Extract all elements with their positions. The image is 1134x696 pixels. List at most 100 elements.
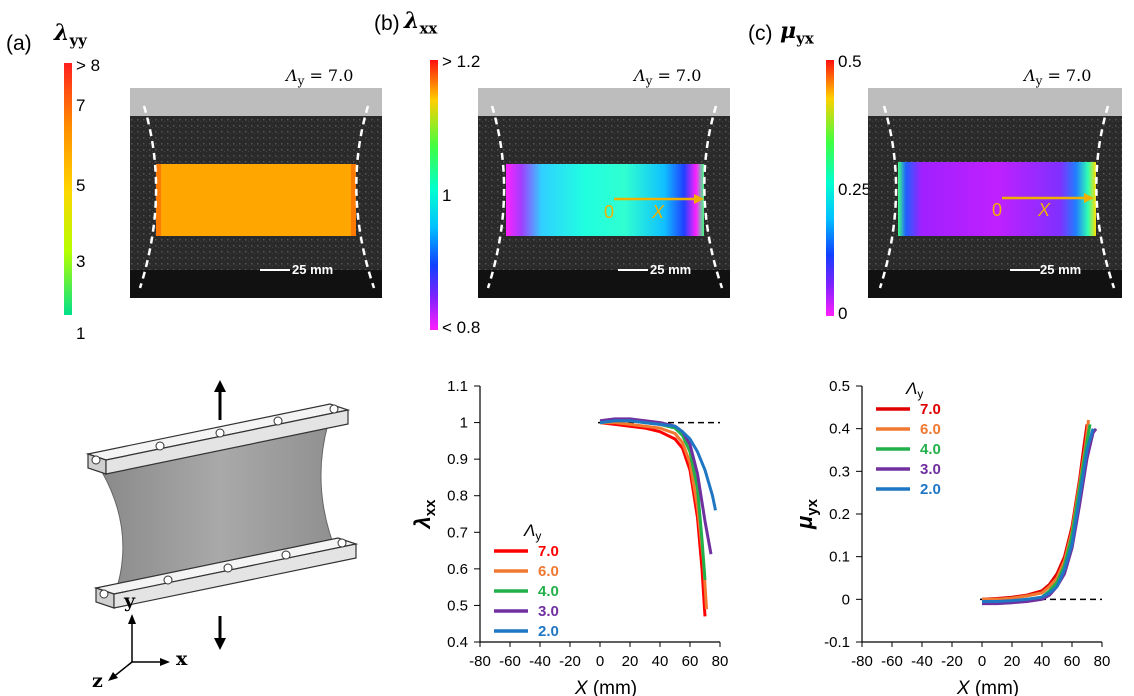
mu-yx-chart: -0.1 0 0.1 0.2 0.3 0.4 0.5 -80 -60 -40 -20 0 20 40 60 8… xyxy=(792,378,1111,696)
lambda-legend-label-6.0: 6.0 xyxy=(538,563,559,580)
panel-c-tick-1: 0.25 xyxy=(838,180,872,199)
lambda-ytick-label: 1.1 xyxy=(447,378,468,395)
schematic-axis-x: x xyxy=(176,648,188,670)
mu-xtick-label: 20 xyxy=(1004,653,1021,670)
mu-legend-label-6.0: 6.0 xyxy=(920,421,941,438)
panel-a-tick-3: 3 xyxy=(76,252,86,271)
panel-c-x-arrowhead xyxy=(1084,193,1094,203)
panel-a-tick-1: 7 xyxy=(76,96,86,115)
panel-a-colorbar xyxy=(64,63,72,315)
mu-ytick-label: 0.1 xyxy=(829,549,850,566)
lambda-legend-label-4.0: 4.0 xyxy=(538,583,559,600)
specimen-schematic xyxy=(85,380,359,681)
mu-legend-label-3.0: 3.0 xyxy=(920,461,941,478)
lambda-series-2.0 xyxy=(599,419,717,511)
panel-b-bottom-clamp xyxy=(478,270,730,298)
panel-b-tick-0: > 1.2 xyxy=(442,52,481,71)
lambda-ytick-label: 0.8 xyxy=(447,488,468,505)
schematic-top-clamp xyxy=(105,409,349,475)
panel-b-origin: 0 xyxy=(604,202,615,222)
panel-a-specimen-photo xyxy=(130,88,382,298)
panel-c-top-clamp xyxy=(868,88,1122,116)
mu-ytick-label: 0.2 xyxy=(829,506,850,523)
panel-c-tick-2: 0 xyxy=(838,304,848,323)
lambda-xtick-label: 80 xyxy=(712,653,729,670)
panel-b-specimen-photo xyxy=(478,88,730,298)
mu-legend-title: Λy xyxy=(905,379,923,401)
lambda-xtick-label: 40 xyxy=(652,653,669,670)
panel-c-tick-0: 0.5 xyxy=(838,52,862,71)
panel-c-colorbar xyxy=(826,60,834,316)
mu-legend-label-2.0: 2.0 xyxy=(920,481,941,498)
panel-a-strain-field xyxy=(156,164,356,236)
lambda-legend-label-2.0: 2.0 xyxy=(538,623,559,640)
panel-c-label: (c) xyxy=(748,22,773,45)
mu-xtick-label: 40 xyxy=(1034,653,1051,670)
panel-b-x-label: X xyxy=(652,202,665,222)
panel-c-bottom-clamp xyxy=(868,270,1122,298)
panel-b-colorbar xyxy=(430,60,438,330)
mu-xlabel: X (mm) xyxy=(956,678,1019,696)
lambda-series-7.0 xyxy=(599,421,707,617)
lambda-ytick-label: 0.4 xyxy=(447,634,468,651)
lambda-legend-label-7.0: 7.0 xyxy=(538,543,559,560)
mu-ytick-label: 0 xyxy=(842,591,850,608)
mu-ytick-label: 0.5 xyxy=(829,378,850,395)
panel-a-symbol-main: λ xyxy=(54,20,70,46)
panel-c-origin: 0 xyxy=(992,200,1003,220)
panel-c-specimen-svg xyxy=(868,88,1122,298)
mu-series-2.0 xyxy=(982,428,1095,603)
mu-xtick-label: -20 xyxy=(941,653,963,670)
panel-b-tick-2: < 0.8 xyxy=(442,318,481,337)
panel-c-specimen-photo xyxy=(868,88,1122,298)
mu-legend-label-4.0: 4.0 xyxy=(920,441,941,458)
panel-a-scale-text: 25 mm xyxy=(292,262,334,277)
panel-a-tick-0: > 8 xyxy=(76,56,101,75)
lambda-ytick-label: 0.6 xyxy=(447,561,468,578)
panel-b-x-arrowhead xyxy=(694,194,704,204)
panel-c-scale-text: 25 mm xyxy=(1040,262,1082,277)
panel-a-left-edge xyxy=(138,105,158,289)
mu-series-3.0 xyxy=(982,427,1098,606)
panel-a-label: (a) xyxy=(6,32,32,55)
lambda-xlabel: X (mm) xyxy=(574,678,637,696)
lambda-ytick-label: 1 xyxy=(460,415,468,432)
mu-ylabel: μyx xyxy=(792,498,821,530)
panel-b-tick-1: 1 xyxy=(442,186,452,205)
lambda-legend-label-3.0: 3.0 xyxy=(538,603,559,620)
panel-a-bottom-clamp xyxy=(130,270,382,298)
panel-a-tick-2: 5 xyxy=(76,176,86,195)
panel-c-symbol: μyx xyxy=(780,18,814,48)
mu-series-6.0 xyxy=(982,419,1090,601)
panel-a-specimen-svg xyxy=(130,88,382,298)
lambda-xtick-label: -20 xyxy=(559,653,581,670)
schematic-bottom-clamp xyxy=(113,543,357,609)
lambda-ytick-label: 0.9 xyxy=(447,451,468,468)
mu-xtick-label: -60 xyxy=(881,653,903,670)
schematic-axis-y: y xyxy=(124,590,136,612)
lambda-ytick-label: 0.5 xyxy=(447,597,468,614)
lambda-xtick-label: -60 xyxy=(499,653,521,670)
mu-ytick-label: -0.1 xyxy=(824,634,850,651)
panel-a-stretch-label: Λy = 7.0 xyxy=(286,66,354,89)
panel-b-label: (b) xyxy=(374,12,400,35)
panel-c-x-label: X xyxy=(1038,200,1051,220)
lambda-xtick-label: -80 xyxy=(469,653,491,670)
panel-b-stretch-label: Λy = 7.0 xyxy=(634,66,702,89)
lambda-xx-chart: 0.4 0.5 0.6 0.7 0.8 0.9 1 1.1 -80 -60 -40 -20 0 20 40 6… xyxy=(410,378,729,696)
panel-c-stretch-label: Λy = 7.0 xyxy=(1024,66,1092,89)
mu-xtick-label: 0 xyxy=(978,653,986,670)
panel-a-tick-4: 1 xyxy=(76,324,86,343)
mu-xtick-label: -80 xyxy=(851,653,873,670)
mu-xtick-label: 80 xyxy=(1094,653,1111,670)
lambda-xtick-label: -40 xyxy=(529,653,551,670)
panel-a-symbol: λyy xyxy=(54,20,87,49)
mu-xtick-label: -40 xyxy=(911,653,933,670)
lambda-legend-title: Λy xyxy=(523,521,541,543)
lambda-xtick-label: 60 xyxy=(682,653,699,670)
lambda-ylabel: λxx xyxy=(410,499,439,530)
panel-a-top-clamp xyxy=(130,88,382,116)
lambda-xtick-label: 20 xyxy=(622,653,639,670)
mu-ytick-label: 0.3 xyxy=(829,463,850,480)
panel-b-symbol: λxx xyxy=(404,8,438,38)
